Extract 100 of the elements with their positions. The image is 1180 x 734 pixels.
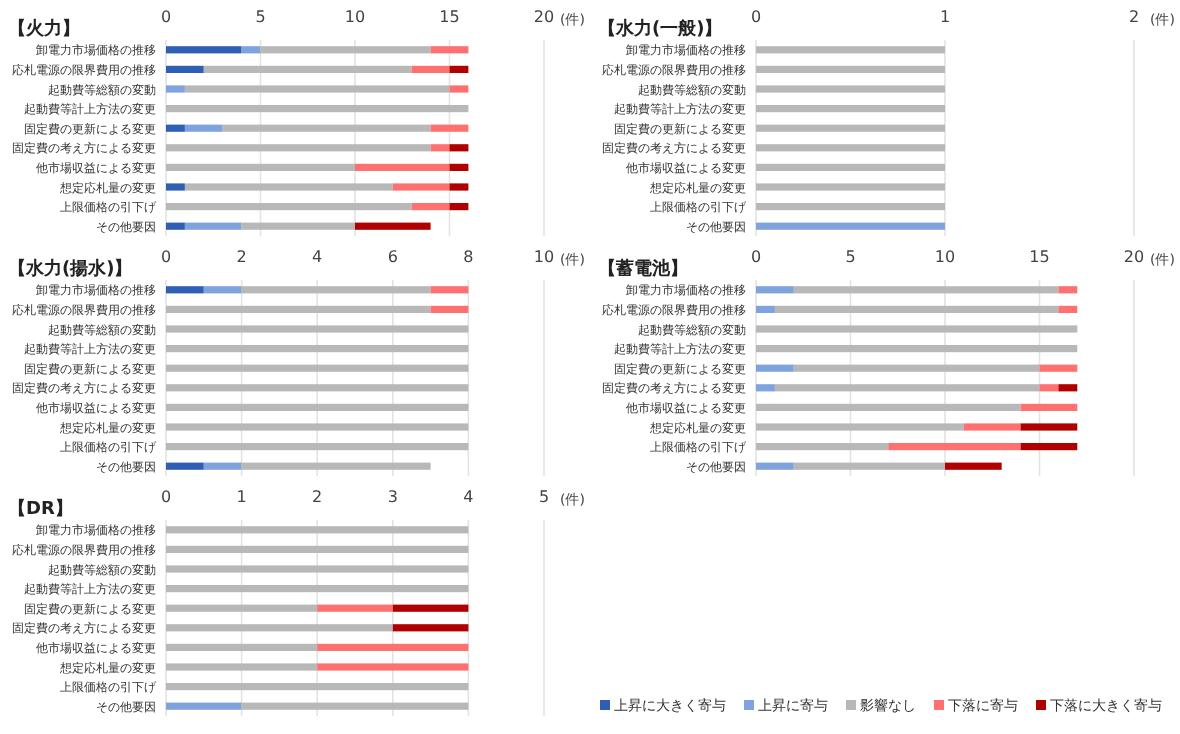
bar xyxy=(963,423,1021,431)
bar xyxy=(241,462,431,470)
x-tick-label: 15 xyxy=(439,8,460,26)
bar xyxy=(166,144,431,152)
bar xyxy=(203,286,242,294)
bar xyxy=(166,384,469,392)
x-tick-label: 5 xyxy=(538,488,550,506)
x-tick-label: 0 xyxy=(160,488,172,506)
bar xyxy=(317,663,469,671)
chart-title: 【蓄電池】 xyxy=(598,258,688,280)
bar xyxy=(1039,384,1059,392)
x-tick-label: 10 xyxy=(934,248,956,266)
bar xyxy=(166,105,469,113)
bar xyxy=(166,443,469,451)
x-tick-label: 6 xyxy=(387,248,398,266)
bar xyxy=(184,124,223,132)
bar xyxy=(449,144,469,152)
bar xyxy=(449,203,469,211)
bar xyxy=(793,462,945,470)
bar xyxy=(355,222,431,230)
x-tick-label: 0 xyxy=(160,248,172,266)
bar xyxy=(449,65,469,73)
bar xyxy=(756,403,1021,411)
bar xyxy=(166,364,469,372)
x-tick-label: 0 xyxy=(750,248,762,266)
bar xyxy=(411,203,450,211)
bar xyxy=(241,222,355,230)
bar xyxy=(166,604,318,612)
bar xyxy=(774,384,1040,392)
bar xyxy=(793,364,1040,372)
bar xyxy=(166,624,393,632)
bar xyxy=(774,305,1059,313)
bar xyxy=(756,305,775,313)
x-tick-label: 10 xyxy=(533,248,555,266)
bar xyxy=(756,325,1078,333)
x-tick-label: 3 xyxy=(387,488,398,506)
bar xyxy=(430,46,469,54)
chart-title: 【水力(揚水)】 xyxy=(8,258,133,280)
bar xyxy=(241,702,469,710)
x-tick-label: 20 xyxy=(533,8,555,26)
bar xyxy=(166,183,185,191)
bar xyxy=(1020,423,1078,431)
bar xyxy=(166,163,355,171)
bar xyxy=(1020,443,1078,451)
bar xyxy=(166,46,242,54)
bar xyxy=(241,286,431,294)
bar xyxy=(392,624,469,632)
bar xyxy=(430,124,469,132)
bar xyxy=(166,203,412,211)
bar xyxy=(166,565,469,573)
bar xyxy=(945,462,1002,470)
bar xyxy=(1058,286,1078,294)
x-tick-label: 1 xyxy=(939,8,951,26)
bar xyxy=(449,183,469,191)
bar xyxy=(166,65,204,73)
x-tick-label: 1 xyxy=(236,488,247,506)
x-tick-label: 2 xyxy=(236,248,247,266)
bar xyxy=(203,65,412,73)
x-tick-label: 4 xyxy=(463,488,474,506)
bar xyxy=(166,462,204,470)
bar xyxy=(166,683,469,691)
bar xyxy=(260,46,431,54)
bar xyxy=(166,305,431,313)
bar xyxy=(317,604,393,612)
bar xyxy=(166,325,469,333)
bar xyxy=(430,286,469,294)
bar xyxy=(184,222,242,230)
bar xyxy=(166,663,318,671)
bar xyxy=(184,85,450,93)
chart-title: 【水力(一般)】 xyxy=(598,18,723,40)
x-tick-label: 0 xyxy=(750,8,762,26)
bar xyxy=(166,85,185,93)
bar xyxy=(166,403,469,411)
bar xyxy=(392,604,469,612)
x-tick-label: 0 xyxy=(160,8,172,26)
x-tick-label: 2 xyxy=(1128,8,1140,26)
bar xyxy=(241,46,261,54)
bar xyxy=(166,345,469,353)
chart-title: 【DR】 xyxy=(8,498,73,520)
bar xyxy=(430,144,450,152)
x-tick-label: 5 xyxy=(845,248,856,266)
bar xyxy=(166,702,242,710)
bar xyxy=(392,183,450,191)
bar xyxy=(756,384,775,392)
chart-title: 【火力】 xyxy=(8,18,80,40)
bar xyxy=(449,163,469,171)
bar xyxy=(222,124,431,132)
bar xyxy=(166,286,204,294)
bar xyxy=(166,643,318,651)
bar xyxy=(317,643,469,651)
x-tick-label: 10 xyxy=(344,8,366,26)
bar xyxy=(793,286,1059,294)
bar xyxy=(449,85,469,93)
bar xyxy=(166,423,469,431)
x-tick-label: 5 xyxy=(255,8,266,26)
bar xyxy=(756,462,794,470)
bar xyxy=(166,222,185,230)
bar xyxy=(1058,384,1078,392)
x-tick-label: 20 xyxy=(1123,248,1145,266)
bar xyxy=(411,65,450,73)
